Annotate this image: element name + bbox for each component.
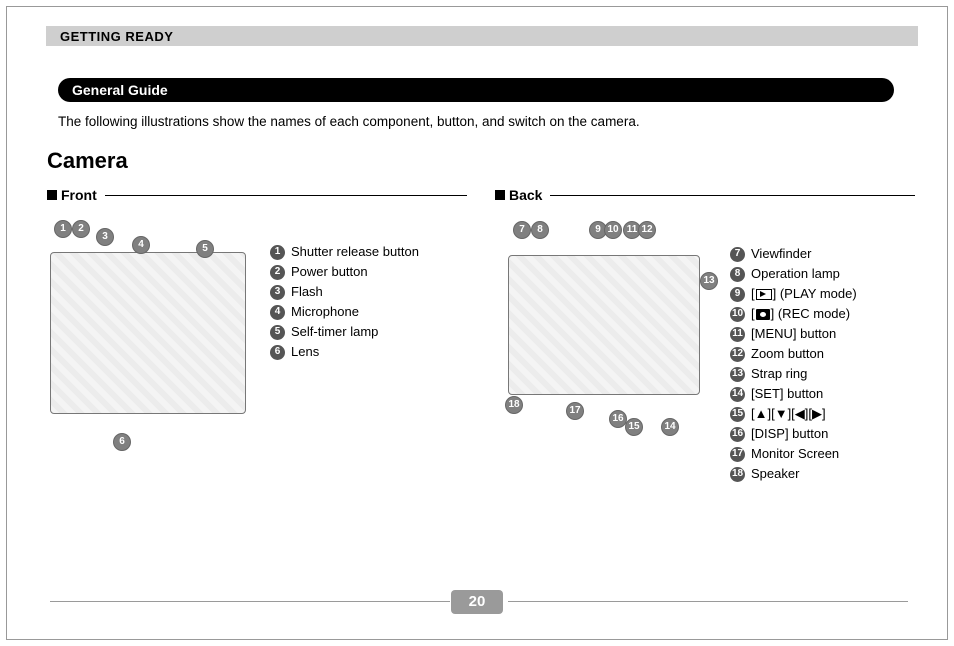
back-callout-8: 8 [531,221,549,239]
back-callout-10: 10 [604,221,622,239]
front-legend: 1 Shutter release button 2 Power button 3 Fla… [270,242,419,362]
legend-label: [] (REC mode) [751,304,850,324]
legend-label: Speaker [751,464,799,484]
legend-number-icon: 8 [730,267,745,282]
back-callout-15: 15 [625,418,643,436]
legend-number-icon: 16 [730,427,745,442]
back-subheader: Back [495,187,915,203]
legend-label: [▲][▼][◀][▶] [751,404,826,424]
legend-number-icon: 4 [270,305,285,320]
divider-line [550,195,915,196]
intro-text: The following illustrations show the nam… [58,114,640,129]
legend-number-icon: 1 [270,245,285,260]
rec-mode-icon [756,309,770,320]
section-label: GETTING READY [60,29,173,44]
legend-label: Power button [291,262,368,282]
page-number-badge: 20 [451,590,503,614]
back-legend-item: 12 Zoom button [730,344,857,364]
page-number: 20 [469,593,486,610]
front-label: Front [61,187,97,203]
legend-label: [SET] button [751,384,823,404]
back-callout-18: 18 [505,396,523,414]
legend-label: Self-timer lamp [291,322,378,342]
front-callout-5: 5 [196,240,214,258]
legend-number-icon: 14 [730,387,745,402]
topic-header: General Guide [58,78,894,102]
legend-number-icon: 7 [730,247,745,262]
square-bullet-icon [47,190,57,200]
back-callout-17: 17 [566,402,584,420]
main-heading: Camera [47,148,128,174]
back-callout-13: 13 [700,272,718,290]
topic-title: General Guide [72,82,168,98]
legend-label: Viewfinder [751,244,811,264]
front-callout-1: 1 [54,220,72,238]
legend-number-icon: 3 [270,285,285,300]
front-callout-6: 6 [113,433,131,451]
legend-label: [] (PLAY mode) [751,284,857,304]
back-legend-item: 13 Strap ring [730,364,857,384]
play-mode-icon [756,289,772,300]
front-callout-4: 4 [132,236,150,254]
front-subheader: Front [47,187,467,203]
legend-number-icon: 17 [730,447,745,462]
back-label: Back [509,187,542,203]
section-header: GETTING READY [46,26,918,46]
back-legend: 7 Viewfinder 8 Operation lamp 9 [] (PLAY mode… [730,244,857,484]
back-legend-item: 17 Monitor Screen [730,444,857,464]
front-legend-item: 2 Power button [270,262,419,282]
square-bullet-icon [495,190,505,200]
footer-rule [508,601,908,602]
front-legend-item: 3 Flash [270,282,419,302]
legend-label: Operation lamp [751,264,840,284]
front-legend-item: 4 Microphone [270,302,419,322]
legend-label: [MENU] button [751,324,836,344]
back-callout-7: 7 [513,221,531,239]
legend-number-icon: 11 [730,327,745,342]
legend-number-icon: 10 [730,307,745,322]
front-legend-item: 5 Self-timer lamp [270,322,419,342]
back-legend-item: 8 Operation lamp [730,264,857,284]
back-callout-14: 14 [661,418,679,436]
back-legend-item: 14 [SET] button [730,384,857,404]
back-legend-item: 16 [DISP] button [730,424,857,444]
front-callout-2: 2 [72,220,90,238]
legend-label: Flash [291,282,323,302]
legend-number-icon: 15 [730,407,745,422]
camera-front-diagram [50,252,246,414]
back-legend-item: 18 Speaker [730,464,857,484]
back-legend-item: 9 [] (PLAY mode) [730,284,857,304]
front-legend-item: 6 Lens [270,342,419,362]
legend-label: [DISP] button [751,424,828,444]
legend-label: Strap ring [751,364,807,384]
divider-line [105,195,467,196]
back-callout-16: 16 [609,410,627,428]
back-legend-item: 7 Viewfinder [730,244,857,264]
legend-label: Zoom button [751,344,824,364]
front-legend-item: 1 Shutter release button [270,242,419,262]
legend-number-icon: 12 [730,347,745,362]
legend-number-icon: 5 [270,325,285,340]
legend-label: Shutter release button [291,242,419,262]
legend-number-icon: 6 [270,345,285,360]
back-legend-item: 11 [MENU] button [730,324,857,344]
front-callout-3: 3 [96,228,114,246]
legend-number-icon: 18 [730,467,745,482]
camera-back-diagram [508,255,700,395]
legend-number-icon: 9 [730,287,745,302]
legend-label: Microphone [291,302,359,322]
legend-number-icon: 2 [270,265,285,280]
legend-number-icon: 13 [730,367,745,382]
legend-label: Monitor Screen [751,444,839,464]
legend-label: Lens [291,342,319,362]
back-legend-item: 10 [] (REC mode) [730,304,857,324]
back-legend-item: 15 [▲][▼][◀][▶] [730,404,857,424]
footer-rule [50,601,450,602]
back-callout-12: 12 [638,221,656,239]
